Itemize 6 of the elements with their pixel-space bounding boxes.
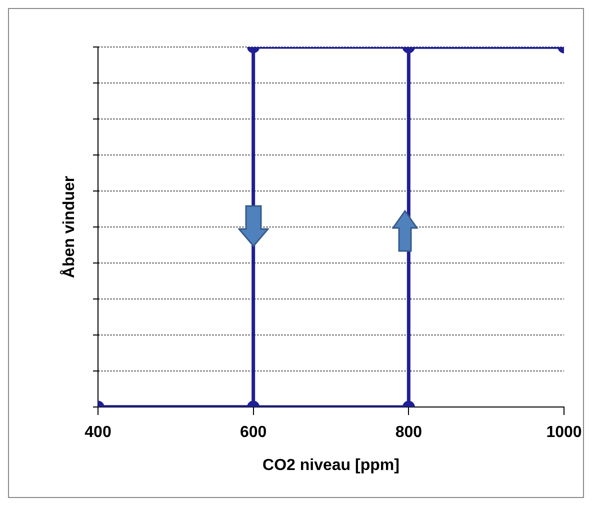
x-tick-label: 1000 <box>546 424 582 442</box>
x-axis-title: CO2 niveau [ppm] <box>262 456 400 474</box>
x-tick-label: 800 <box>395 424 422 442</box>
x-tick-label: 600 <box>240 424 267 442</box>
y-axis-title: Åben vinduer <box>59 176 78 278</box>
x-tick-label: 400 <box>84 424 112 442</box>
